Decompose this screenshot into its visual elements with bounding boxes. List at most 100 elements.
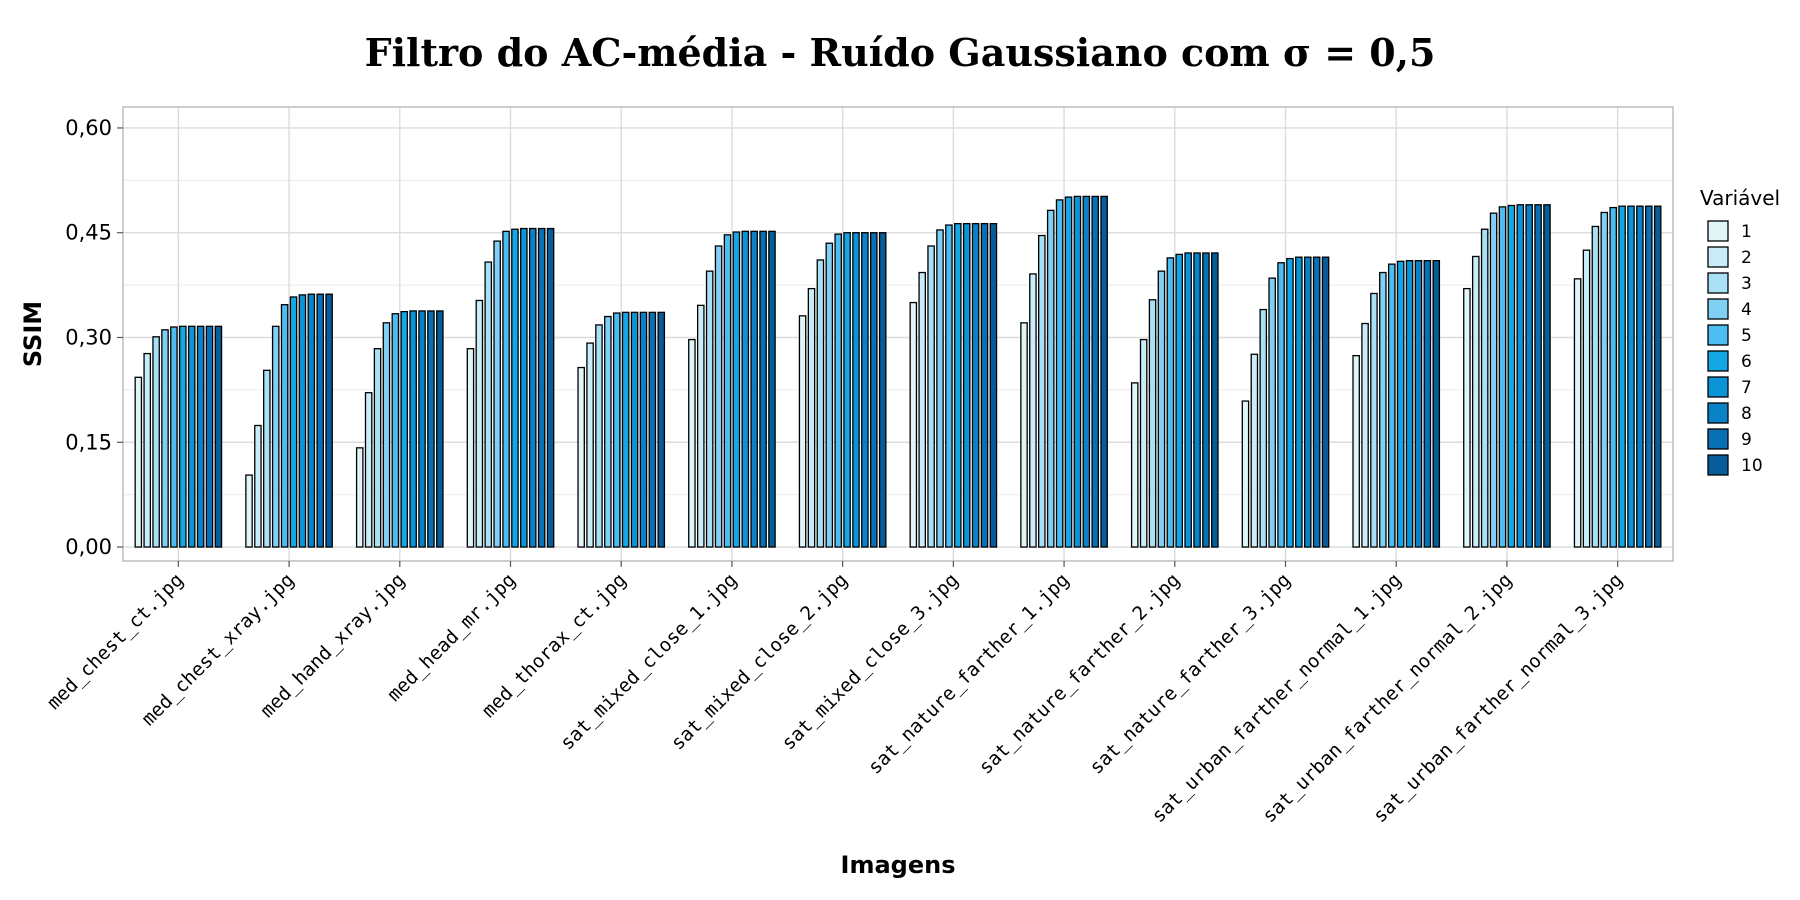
bar-sat-nature-farther-3-var-1 [1241, 400, 1250, 548]
bar-sat-nature-farther-1-var-10 [1100, 195, 1108, 548]
bar-med-thorax-ct-var-4 [604, 315, 612, 548]
y-tick-label: 0,60 [65, 116, 112, 140]
bar-sat-urban-farther-normal-2-var-4 [1489, 212, 1498, 548]
bar-med-chest-xray-var-4 [271, 325, 280, 548]
bar-med-chest-xray-var-3 [263, 369, 271, 548]
bar-sat-nature-farther-1-var-4 [1046, 209, 1055, 548]
x-axis-title: Imagens [841, 851, 956, 879]
bar-sat-mixed-close-1-var-5 [723, 234, 732, 548]
bar-med-chest-ct-var-4 [161, 329, 169, 548]
bar-sat-mixed-close-3-var-1 [909, 301, 918, 548]
bar-med-head-mr-var-7 [520, 227, 528, 548]
bar-sat-nature-farther-3-var-6 [1286, 257, 1294, 548]
bar-sat-nature-farther-3-var-9 [1312, 256, 1321, 548]
bar-med-chest-xray-var-1 [245, 474, 253, 548]
bar-sat-urban-farther-normal-1-var-5 [1387, 263, 1396, 548]
bar-sat-urban-farther-normal-1-var-3 [1370, 292, 1378, 548]
legend-swatch [1707, 454, 1729, 476]
x-tick-label: sat_nature_farther_1.jpg [864, 569, 1074, 779]
bar-sat-nature-farther-3-var-8 [1303, 256, 1312, 548]
bar-sat-nature-farther-2-var-2 [1139, 338, 1148, 548]
bar-med-chest-xray-var-10 [325, 293, 333, 548]
bar-sat-nature-farther-1-var-8 [1082, 195, 1091, 548]
bar-sat-mixed-close-3-var-5 [945, 224, 953, 548]
bar-sat-urban-farther-normal-1-var-9 [1423, 260, 1432, 548]
bar-sat-mixed-close-2-var-3 [816, 259, 825, 548]
legend-swatch [1707, 350, 1729, 372]
bar-sat-mixed-close-2-var-6 [843, 232, 851, 548]
bar-med-chest-xray-var-8 [307, 293, 316, 548]
bar-med-hand-xray-var-6 [400, 310, 409, 548]
bar-med-chest-ct-var-3 [152, 336, 160, 548]
bar-sat-nature-farther-3-var-3 [1259, 308, 1268, 548]
bar-sat-nature-farther-2-var-5 [1166, 257, 1175, 548]
bar-sat-mixed-close-3-var-4 [936, 229, 944, 548]
bar-sat-nature-farther-3-var-7 [1295, 256, 1303, 548]
legend-swatch [1707, 428, 1729, 450]
bar-sat-mixed-close-1-var-6 [732, 231, 741, 548]
bar-sat-urban-farther-normal-2-var-10 [1543, 204, 1551, 548]
bar-sat-mixed-close-3-var-3 [927, 245, 935, 548]
bar-sat-urban-farther-normal-2-var-5 [1498, 206, 1507, 548]
bar-sat-mixed-close-1-var-1 [688, 338, 696, 548]
bar-sat-urban-farther-normal-1-var-1 [1352, 354, 1360, 548]
y-axis: 0,00 0,15 0,30 0,45 0,60 [65, 116, 123, 559]
bars [134, 195, 1662, 548]
bar-sat-urban-farther-normal-3-var-10 [1653, 205, 1662, 548]
bar-sat-urban-farther-normal-2-var-3 [1480, 228, 1489, 548]
bar-med-chest-ct-var-2 [143, 352, 152, 548]
bar-med-hand-xray-var-4 [382, 322, 391, 548]
legend-label: 10 [1741, 456, 1763, 476]
x-tick-label: sat_urban_farther_normal_2.jpg [1258, 569, 1516, 827]
bar-sat-nature-farther-2-var-1 [1130, 382, 1139, 548]
bar-sat-nature-farther-1-var-9 [1091, 195, 1100, 548]
bar-med-hand-xray-var-2 [364, 392, 373, 548]
bar-med-chest-ct-var-1 [134, 376, 143, 548]
bar-sat-mixed-close-1-var-8 [750, 230, 758, 548]
x-tick-label: sat_mixed_close_3.jpg [777, 569, 962, 754]
bar-med-head-mr-var-5 [502, 230, 510, 548]
bar-med-chest-xray-var-5 [280, 304, 289, 548]
bar-sat-nature-farther-3-var-2 [1250, 353, 1259, 548]
y-tick-label: 0,15 [65, 430, 112, 454]
bar-med-chest-xray-var-9 [316, 293, 325, 548]
legend-label: 2 [1741, 248, 1752, 268]
legend-label: 3 [1741, 274, 1752, 294]
bar-sat-nature-farther-1-var-1 [1020, 322, 1028, 548]
bar-med-head-mr-var-3 [484, 261, 493, 548]
bar-med-thorax-ct-var-7 [630, 311, 639, 548]
bar-sat-nature-farther-3-var-4 [1268, 277, 1276, 548]
bar-sat-mixed-close-1-var-10 [768, 230, 776, 548]
bar-sat-urban-farther-normal-3-var-4 [1600, 211, 1609, 548]
legend-label: 6 [1741, 352, 1752, 372]
bar-med-thorax-ct-var-1 [577, 366, 585, 548]
bar-med-thorax-ct-var-10 [657, 311, 666, 548]
bar-med-head-mr-var-6 [511, 228, 519, 548]
bar-med-head-mr-var-4 [493, 240, 501, 548]
bar-sat-mixed-close-2-var-1 [798, 315, 807, 548]
bar-sat-urban-farther-normal-1-var-10 [1432, 260, 1441, 548]
bar-sat-mixed-close-2-var-10 [878, 232, 887, 548]
x-tick-label: sat_nature_farther_2.jpg [975, 569, 1185, 779]
bar-med-chest-xray-var-2 [254, 424, 262, 548]
bar-sat-nature-farther-3-var-5 [1277, 262, 1285, 548]
bar-med-chest-xray-var-6 [289, 296, 298, 548]
legend-swatch [1707, 324, 1729, 346]
bar-sat-urban-farther-normal-2-var-8 [1525, 204, 1533, 548]
bar-sat-urban-farther-normal-3-var-6 [1618, 205, 1626, 548]
legend-label: 1 [1741, 222, 1752, 242]
y-tick-label: 0,30 [65, 325, 112, 349]
bar-sat-mixed-close-3-var-2 [918, 271, 927, 548]
bar-sat-mixed-close-3-var-10 [989, 222, 998, 548]
legend-swatch [1707, 272, 1729, 294]
bar-sat-urban-farther-normal-2-var-1 [1463, 287, 1471, 548]
bar-med-hand-xray-var-10 [436, 310, 444, 548]
bar-sat-nature-farther-2-var-9 [1202, 252, 1210, 548]
bar-sat-nature-farther-1-var-3 [1038, 234, 1046, 548]
bar-med-thorax-ct-var-5 [612, 312, 621, 548]
bar-sat-urban-farther-normal-3-var-7 [1627, 205, 1635, 548]
legend-swatch [1707, 376, 1729, 398]
grid [123, 107, 1673, 561]
legend-swatch [1707, 246, 1729, 268]
bar-sat-nature-farther-2-var-10 [1211, 252, 1219, 548]
